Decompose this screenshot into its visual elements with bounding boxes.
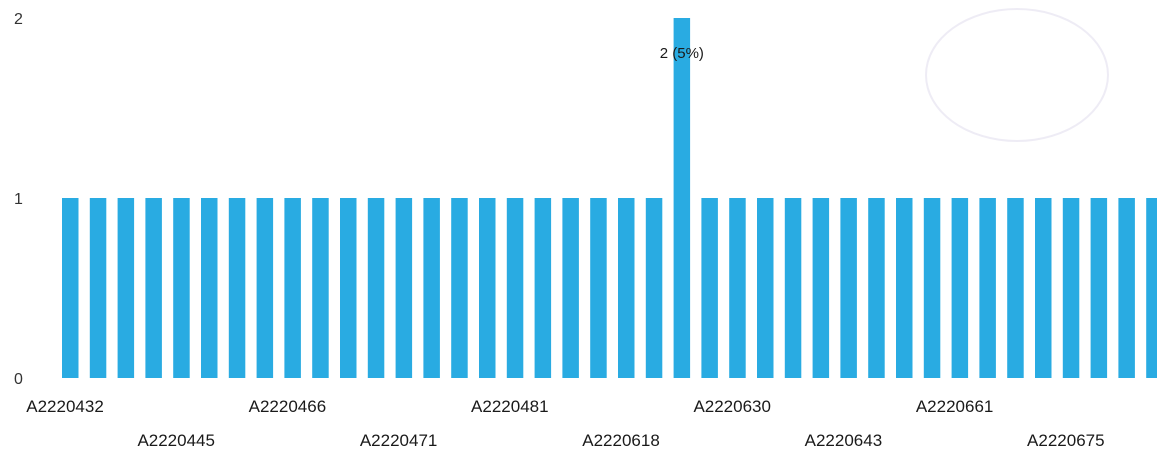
y-tick-label: 1 [14, 191, 23, 208]
bar [423, 198, 440, 378]
bar [784, 198, 802, 378]
bar [673, 18, 691, 378]
bar [729, 198, 746, 378]
bar [701, 198, 718, 378]
x-tick-label: A2220630 [693, 397, 771, 416]
x-tick-label: A2220643 [805, 431, 883, 450]
bar [840, 198, 857, 378]
x-axis: A2220432 A2220445 A2220466 A2220471 A2220481… [26, 397, 1104, 450]
data-labels: 2 (5%) [660, 45, 704, 62]
bar [201, 198, 218, 378]
x-tick-label: A2220471 [360, 431, 438, 450]
bar [451, 198, 468, 378]
bar [1062, 198, 1080, 378]
bar [812, 198, 830, 378]
bar [312, 198, 329, 378]
bar [395, 198, 413, 378]
bar [618, 198, 635, 378]
y-tick-label: 0 [14, 371, 23, 388]
y-tick-label: 2 [14, 11, 23, 28]
bar [506, 198, 524, 378]
y-axis: 0 1 2 [14, 11, 23, 388]
bar [590, 198, 607, 378]
bars [62, 18, 1157, 378]
x-tick-label: A2220481 [471, 397, 549, 416]
bar [117, 198, 135, 378]
bar-data-label: 2 (5%) [660, 45, 704, 62]
bar [645, 198, 663, 378]
bar [1007, 198, 1024, 378]
bar [367, 198, 385, 378]
bar [62, 198, 79, 378]
bar [1118, 198, 1135, 378]
bar [479, 198, 496, 378]
faded-stamp-watermark [925, 8, 1109, 142]
bar [562, 198, 579, 378]
bar [228, 198, 246, 378]
bar [284, 198, 301, 378]
x-tick-label: A2220466 [249, 397, 327, 416]
bar [173, 198, 190, 378]
x-tick-label: A2220432 [26, 397, 104, 416]
bar [923, 198, 941, 378]
bar [89, 198, 107, 378]
bar [145, 198, 162, 378]
bar [256, 198, 274, 378]
bar [1035, 198, 1052, 378]
bar [951, 198, 969, 378]
bar [1090, 198, 1108, 378]
bar [534, 198, 552, 378]
x-tick-label: A2220661 [916, 397, 994, 416]
x-tick-label: A2220618 [582, 431, 660, 450]
x-tick-label: A2220445 [137, 431, 215, 450]
x-tick-label: A2220675 [1027, 431, 1105, 450]
bar [868, 198, 885, 378]
bar [340, 198, 357, 378]
bar [896, 198, 913, 378]
bar [757, 198, 774, 378]
bar [979, 198, 996, 378]
bar [1146, 198, 1157, 378]
